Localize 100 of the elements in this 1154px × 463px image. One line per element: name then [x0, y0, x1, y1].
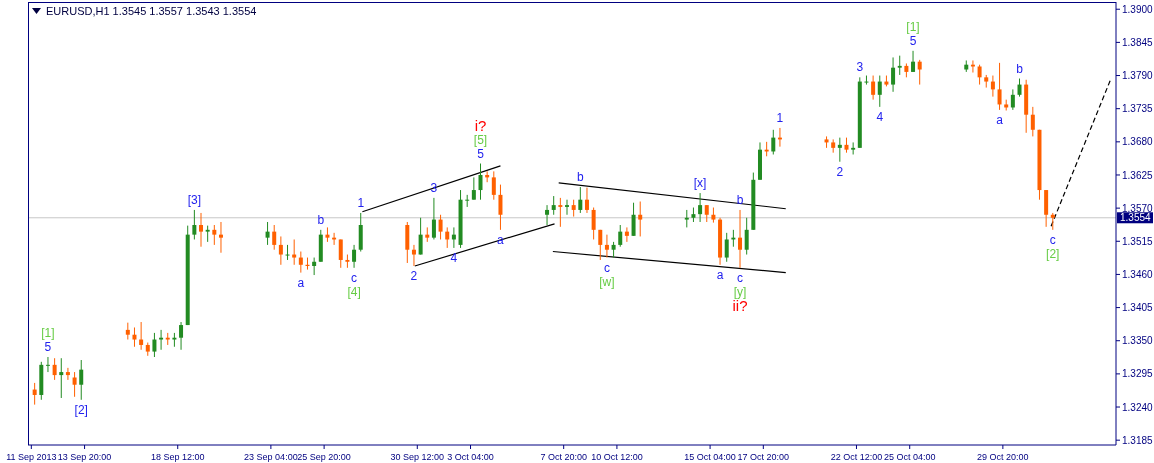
candlestick [744, 217, 749, 256]
annotation: 3 [856, 60, 864, 75]
x-tick-label: 7 Oct 20:00 [540, 452, 587, 462]
candlestick [132, 326, 137, 348]
candlestick [352, 244, 357, 269]
y-tick-label: 1.3900 [1122, 3, 1154, 15]
annotation: 5 [477, 146, 485, 161]
candlestick [578, 186, 583, 214]
candlestick [199, 212, 204, 248]
annotation: 1 [776, 110, 784, 125]
candlestick [897, 55, 902, 76]
candlestick [990, 75, 995, 98]
y-tick-label: 1.3405 [1122, 302, 1154, 314]
candlestick [272, 224, 277, 251]
annotation: c [1049, 232, 1056, 247]
candlestick [771, 129, 776, 155]
annotation: a [297, 275, 305, 290]
candlestick [584, 187, 589, 214]
candlestick [265, 221, 270, 246]
candlestick [478, 163, 483, 201]
x-tick-label: 15 Oct 04:00 [684, 452, 736, 462]
x-tick-label: 30 Sep 12:00 [390, 452, 445, 462]
annotation: 1 [357, 195, 365, 210]
candlestick [545, 204, 550, 226]
candlestick [445, 226, 450, 249]
y-tick-label: 1.3790 [1122, 70, 1154, 82]
y-tick-label: 1.3845 [1122, 36, 1154, 48]
candlestick [292, 238, 297, 266]
x-tick-label: 29 Oct 20:00 [977, 452, 1029, 462]
candlestick [411, 244, 416, 267]
y-tick-label: 1.3625 [1122, 169, 1154, 181]
candlestick [871, 75, 876, 101]
candlestick [638, 201, 643, 237]
candlestick [591, 207, 596, 240]
candlestick [624, 226, 629, 243]
x-tick-label: 18 Sep 12:00 [150, 452, 205, 462]
annotation: b [317, 212, 325, 227]
x-tick-label: 10 Oct 12:00 [591, 452, 643, 462]
candlestick [72, 371, 77, 398]
annotation: [x] [693, 176, 707, 191]
candlestick [312, 257, 317, 276]
x-tick-label: 23 Sep 04:00 [244, 452, 298, 462]
candlestick [491, 170, 496, 201]
y-tick-label: 1.3460 [1122, 268, 1154, 280]
candlestick [558, 197, 563, 228]
candlestick [498, 184, 503, 231]
annotation: [1] [906, 19, 920, 34]
annotation: 2 [410, 268, 418, 283]
candlestick [212, 224, 217, 246]
candlestick [738, 209, 743, 269]
candlestick [418, 217, 423, 256]
annotation: c [351, 270, 358, 285]
candlestick [917, 59, 922, 86]
y-tick-label: 1.3570 [1122, 202, 1154, 214]
candlestick [159, 329, 164, 351]
annotation: b [1016, 61, 1024, 76]
x-tick-label: 3 Oct 04:00 [447, 452, 494, 462]
candlestick [65, 367, 70, 381]
y-tick-label: 1.3185 [1122, 434, 1154, 446]
candlestick [1030, 106, 1035, 137]
annotation: 4 [876, 109, 884, 124]
candlestick [891, 56, 896, 93]
candlestick [79, 359, 84, 401]
candlestick [32, 382, 37, 406]
candlestick [604, 234, 609, 259]
annotation: c [737, 270, 744, 285]
candlestick [52, 357, 57, 381]
annotation: [5] [473, 132, 488, 147]
candlestick [338, 238, 343, 269]
candlestick [598, 229, 603, 261]
annotation: 5 [44, 340, 52, 354]
candlestick [724, 232, 729, 263]
annotation: [4] [347, 284, 361, 299]
annotation: 2 [836, 164, 844, 179]
candlestick [285, 244, 290, 261]
annotation: [2] [1046, 246, 1060, 261]
annotation: [2] [74, 402, 88, 417]
y-tick-label: 1.3515 [1122, 235, 1154, 247]
annotation: c [603, 260, 610, 275]
candlestick [278, 235, 283, 266]
candlestick [837, 137, 842, 163]
y-tick-label: 1.3735 [1122, 103, 1154, 115]
annotation: i? [474, 117, 487, 135]
x-tick-label: 13 Sep 20:00 [57, 452, 112, 462]
candlestick [1017, 78, 1022, 98]
y-tick-label: 1.3295 [1122, 368, 1154, 380]
y-tick-label: 1.3680 [1122, 136, 1154, 148]
chart-title: EURUSD,H1 1.3545 1.3557 1.3543 1.3554 [46, 5, 257, 17]
ref-line-label: 1.3554 [1120, 212, 1152, 224]
candlestick [298, 251, 303, 274]
annotation: 4 [450, 250, 458, 265]
candlestick [1010, 88, 1015, 111]
x-tick-label: 11 Sep 2013 [6, 452, 57, 462]
candlestick [471, 176, 476, 201]
candlestick [698, 192, 703, 223]
annotation: 5 [909, 33, 917, 48]
candlestick [179, 321, 184, 351]
x-tick-label: 25 Oct 04:00 [883, 452, 936, 462]
candlestick [431, 197, 436, 240]
candlestick [877, 75, 882, 108]
